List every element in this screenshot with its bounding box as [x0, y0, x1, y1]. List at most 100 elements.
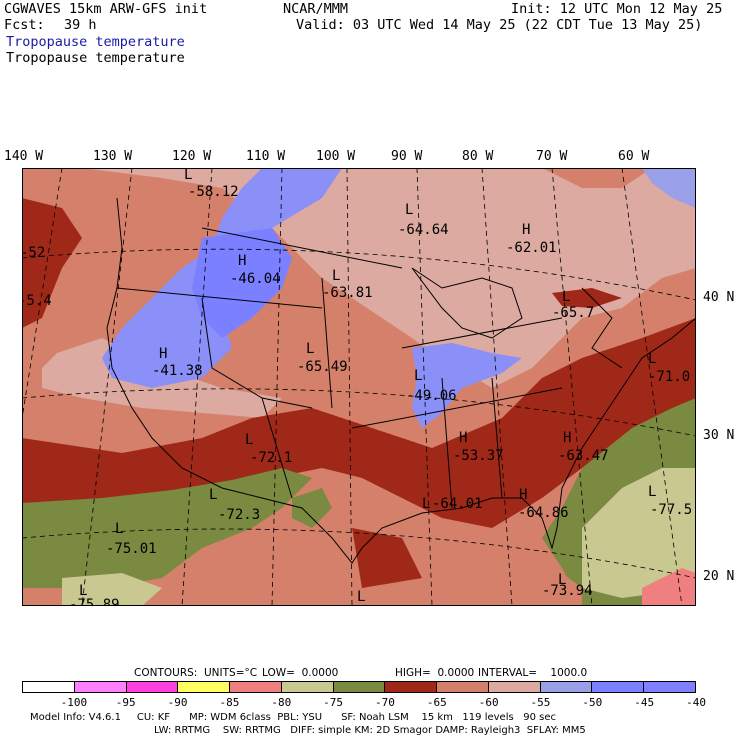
center-value: -77.5 [650, 502, 692, 518]
legend-tick-label: -95 [115, 696, 136, 709]
center-value: -71.0 [648, 369, 690, 385]
legend-swatch [540, 682, 593, 692]
lon-label: 140 W [4, 149, 44, 164]
center-value: -5.4 [22, 293, 52, 309]
legend-tick-label: -50 [582, 696, 603, 709]
map-frame [22, 168, 696, 606]
center-letter: L [332, 268, 340, 284]
center-value: -75.01 [106, 541, 157, 557]
center-value: -46.04 [230, 271, 281, 287]
tropopause-temperature-map: L -58.12 L -64.64 H -62.01 H -46.04 L -6… [22, 168, 696, 606]
legend-swatch [281, 682, 334, 692]
model-title: CGWAVES 15km ARW-GFS init [4, 1, 208, 17]
center-letter: L [115, 521, 123, 537]
legend-swatch [592, 682, 645, 692]
lon-label: 100 W [316, 149, 356, 164]
legend-tick-label: -65 [426, 696, 447, 709]
center-value: -72.1 [250, 450, 292, 466]
center-letter: H [159, 346, 167, 362]
contours-low: LOW= 0.0000 [262, 667, 339, 679]
model-info: Model Info: V4.6.1 CU: KF MP: WDM 6class… [30, 712, 556, 723]
center-value: -62.01 [506, 240, 557, 256]
center-letter: H [522, 222, 530, 238]
field-band-darkred [22, 198, 82, 328]
legend-swatch [230, 682, 282, 692]
legend-swatch [126, 682, 179, 692]
legend-swatch [23, 682, 75, 692]
graticule [22, 168, 696, 606]
organization: NCAR/MMM [283, 1, 349, 17]
center-value: -64.01 [432, 496, 483, 512]
lon-label: 80 W [462, 149, 494, 164]
field-band-blue [412, 343, 522, 428]
center-letter: L [245, 432, 253, 448]
legend-tick-label: -90 [167, 696, 188, 709]
lon-label: 130 W [93, 149, 133, 164]
field-band-blue [642, 168, 696, 208]
center-value: -63.47 [558, 448, 609, 464]
legend-tick-label: -40 [686, 696, 706, 709]
field-title-shaded: Tropopause temperature [6, 34, 185, 50]
legend-swatch [178, 682, 231, 692]
legend-swatch [385, 682, 438, 692]
center-letter: L [558, 572, 566, 588]
legend-swatch [437, 682, 489, 692]
forecast-hours: 39 h [64, 17, 97, 33]
center-letter: L [405, 202, 413, 218]
contours-high: HIGH= 0.0000 [395, 667, 475, 679]
valid-time: Valid: 03 UTC Wed 14 May 25 (22 CDT Tue … [296, 17, 703, 33]
legend-tick-label: -45 [634, 696, 655, 709]
field-band-darkred [22, 318, 696, 528]
lon-label: 90 W [391, 149, 423, 164]
lat-label: 40 N [703, 290, 735, 305]
init-time: Init: 12 UTC Mon 12 May 25 [511, 1, 723, 17]
center-letter: L [357, 589, 365, 605]
center-value: -52 [22, 245, 45, 261]
field-band-blue [192, 228, 292, 338]
center-value: -73.94 [542, 583, 593, 599]
legend-tick-label: -55 [530, 696, 551, 709]
legend-tick-label: -60 [478, 696, 499, 709]
center-letter: L [306, 341, 314, 357]
center-letter: H [238, 253, 246, 269]
center-value: -63.81 [322, 285, 373, 301]
lon-label: 70 W [536, 149, 568, 164]
center-letter: L [562, 289, 570, 305]
legend-tick-label: -75 [323, 696, 344, 709]
center-letter: L [648, 351, 656, 367]
contours-units: UNITS=°C [204, 667, 258, 679]
center-value: -41.38 [152, 363, 203, 379]
center-letter: H [563, 430, 571, 446]
center-value: -49.06 [406, 388, 457, 404]
center-letter: L [414, 368, 422, 384]
center-letter: L [648, 484, 656, 500]
lon-label: 110 W [246, 149, 286, 164]
center-letter: L [209, 487, 217, 503]
center-letter: L [79, 583, 87, 599]
contours-label: CONTOURS: [134, 667, 198, 679]
legend-swatch [488, 682, 541, 692]
legend-tick-label: -85 [219, 696, 240, 709]
field-band-darkred [352, 528, 422, 588]
legend-tick-label: -100 [60, 696, 88, 709]
lat-label: 30 N [703, 428, 735, 443]
field-band-olive [292, 488, 332, 528]
center-value: -72.3 [218, 507, 260, 523]
center-letter: L [422, 496, 430, 512]
center-value: -64.64 [398, 222, 449, 238]
lon-label: 60 W [618, 149, 650, 164]
center-value: -53.37 [453, 448, 504, 464]
field-band-tan [62, 573, 162, 606]
forecast-label: Fcst: [4, 17, 45, 33]
field-band-darkred [552, 288, 622, 308]
lon-label: 120 W [172, 149, 212, 164]
center-letter: L [184, 168, 192, 183]
color-legend [22, 681, 696, 693]
center-value: -75.89 [69, 597, 120, 606]
center-letter: H [519, 487, 527, 503]
center-value: -58.12 [188, 184, 239, 200]
legend-tick-label: -80 [271, 696, 292, 709]
legend-tick-label: -70 [375, 696, 395, 709]
legend-swatch [644, 682, 695, 692]
field-band-orange [352, 508, 582, 606]
